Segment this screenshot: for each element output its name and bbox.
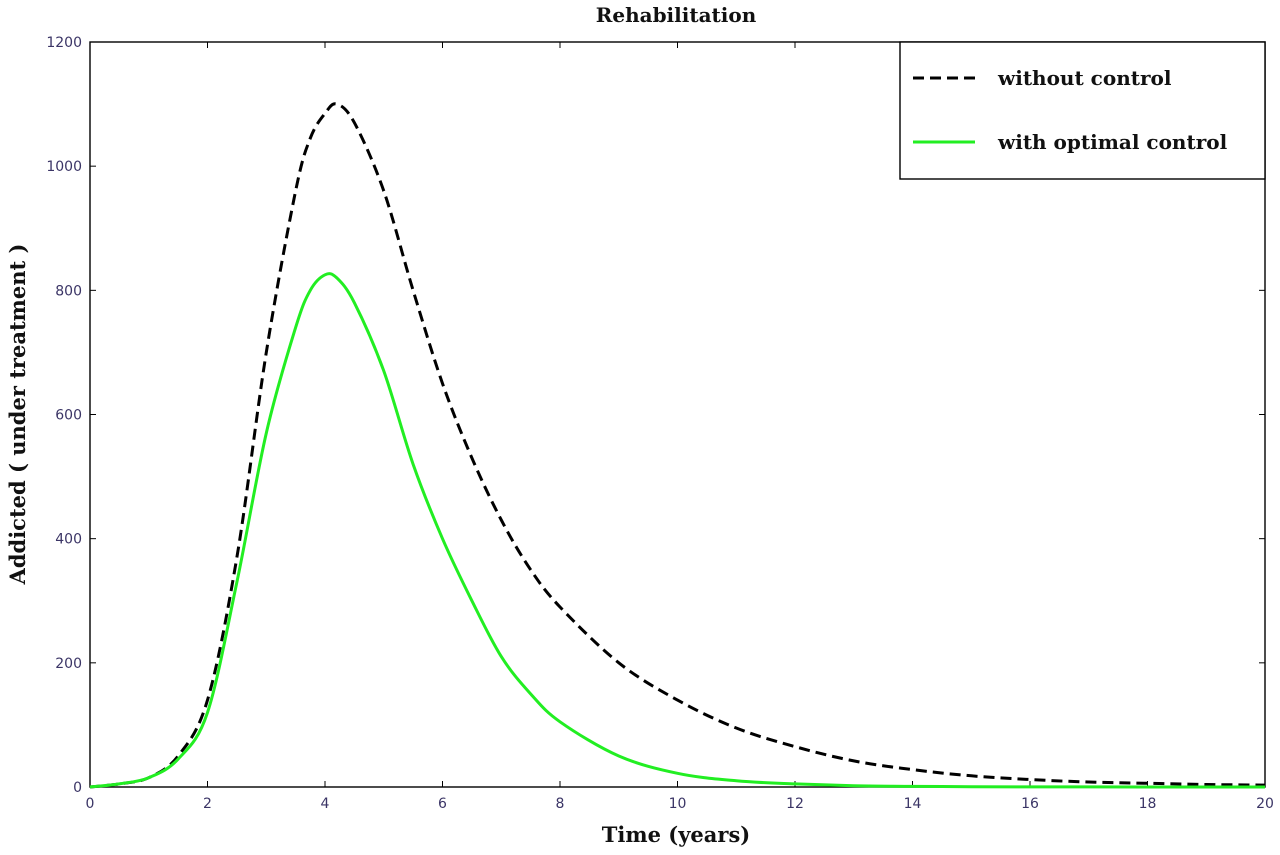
series-layer	[89, 102, 1266, 789]
y-tick-label: 1000	[46, 159, 82, 175]
x-tick-label: 8	[556, 796, 565, 812]
x-tick-label: 4	[321, 796, 330, 812]
y-tick-label: 200	[55, 656, 82, 672]
y-axis-label: Addicted ( under treatment )	[5, 244, 30, 586]
x-tick-label: 0	[86, 796, 95, 812]
x-tick-label: 18	[1139, 796, 1157, 812]
x-tick-label: 16	[1021, 796, 1039, 812]
y-tick-label: 800	[55, 283, 82, 299]
legend: without control with optimal control	[899, 41, 1266, 180]
x-tick-label: 2	[203, 796, 212, 812]
series-line-with-optimal-control	[89, 272, 1265, 789]
y-tick-label: 600	[55, 408, 82, 424]
x-tick-label: 20	[1256, 796, 1274, 812]
x-tick-label: 6	[438, 796, 447, 812]
legend-label-with-optimal-control: with optimal control	[997, 130, 1228, 154]
x-tick-label: 12	[786, 796, 804, 812]
series-line-without-control	[89, 102, 1266, 789]
y-tick-label: 400	[55, 532, 82, 548]
legend-label-without-control: without control	[997, 66, 1172, 90]
x-tick-label: 14	[904, 796, 922, 812]
y-tick-label: 0	[73, 780, 82, 796]
x-axis-label: Time (years)	[602, 822, 750, 847]
x-tick-label: 10	[669, 796, 687, 812]
chart-title: Rehabilitation	[596, 3, 757, 27]
y-tick-label: 1200	[46, 35, 82, 51]
legend-box	[899, 41, 1266, 180]
